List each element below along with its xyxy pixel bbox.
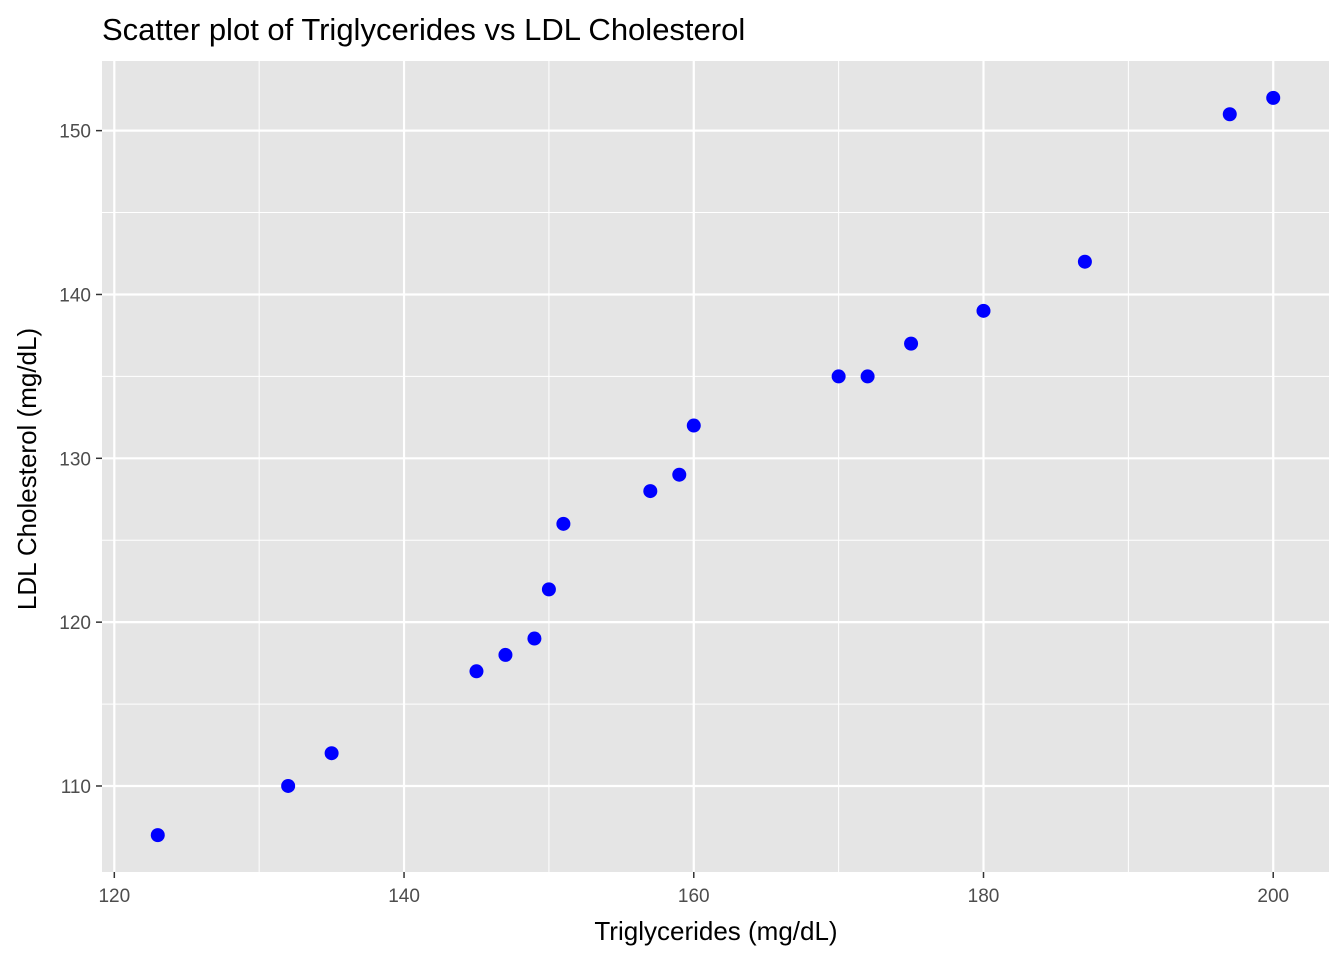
x-tick-label: 120 bbox=[98, 886, 130, 907]
x-tick-label: 160 bbox=[678, 886, 710, 907]
data-point bbox=[976, 303, 991, 318]
x-tick-label: 200 bbox=[1257, 886, 1289, 907]
data-point bbox=[469, 664, 484, 679]
data-point bbox=[541, 582, 556, 597]
data-point bbox=[498, 647, 513, 662]
data-point bbox=[860, 369, 875, 384]
data-point bbox=[281, 778, 296, 793]
x-tick-label: 180 bbox=[968, 886, 1000, 907]
x-axis-title: Triglycerides (mg/dL) bbox=[594, 916, 837, 946]
data-point bbox=[672, 467, 687, 482]
y-tick-label: 140 bbox=[59, 285, 91, 306]
y-tick-label: 110 bbox=[61, 777, 91, 798]
data-point bbox=[686, 418, 701, 433]
data-point bbox=[1077, 254, 1092, 269]
major-gridlines bbox=[102, 61, 1329, 872]
x-axis: 120 140 160 180 200 bbox=[98, 872, 1289, 907]
plot-panel bbox=[102, 61, 1329, 872]
y-tick-label: 130 bbox=[59, 449, 91, 470]
data-point bbox=[150, 828, 165, 843]
y-tick-label: 150 bbox=[59, 122, 91, 143]
chart-title: Scatter plot of Triglycerides vs LDL Cho… bbox=[102, 12, 745, 47]
y-axis: 110 120 130 140 150 bbox=[59, 122, 102, 798]
data-point bbox=[904, 336, 919, 351]
data-point bbox=[831, 369, 846, 384]
data-points bbox=[150, 90, 1281, 843]
minor-gridlines bbox=[102, 61, 1329, 872]
data-point bbox=[1222, 107, 1237, 122]
data-point bbox=[556, 516, 571, 531]
data-point bbox=[527, 631, 542, 646]
y-axis-title: LDL Cholesterol (mg/dL) bbox=[12, 328, 42, 610]
y-tick-label: 120 bbox=[59, 613, 91, 634]
x-tick-label: 140 bbox=[388, 886, 420, 907]
data-point bbox=[324, 746, 339, 761]
data-point bbox=[643, 484, 658, 499]
data-point bbox=[1266, 90, 1281, 105]
